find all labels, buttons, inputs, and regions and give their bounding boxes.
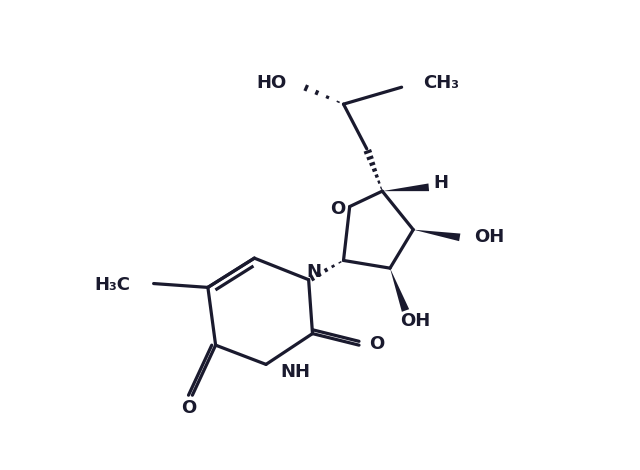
Text: OH: OH <box>474 228 504 246</box>
Text: OH: OH <box>399 312 430 330</box>
Text: O: O <box>369 335 385 352</box>
Text: H: H <box>434 174 449 192</box>
Text: O: O <box>330 200 346 218</box>
Text: H₃C: H₃C <box>94 276 131 294</box>
Text: N: N <box>307 263 321 281</box>
Polygon shape <box>390 268 409 312</box>
Polygon shape <box>413 230 460 241</box>
Text: NH: NH <box>280 363 310 381</box>
Text: HO: HO <box>257 74 287 92</box>
Text: O: O <box>181 399 196 416</box>
Polygon shape <box>382 183 429 191</box>
Text: CH₃: CH₃ <box>423 74 460 92</box>
